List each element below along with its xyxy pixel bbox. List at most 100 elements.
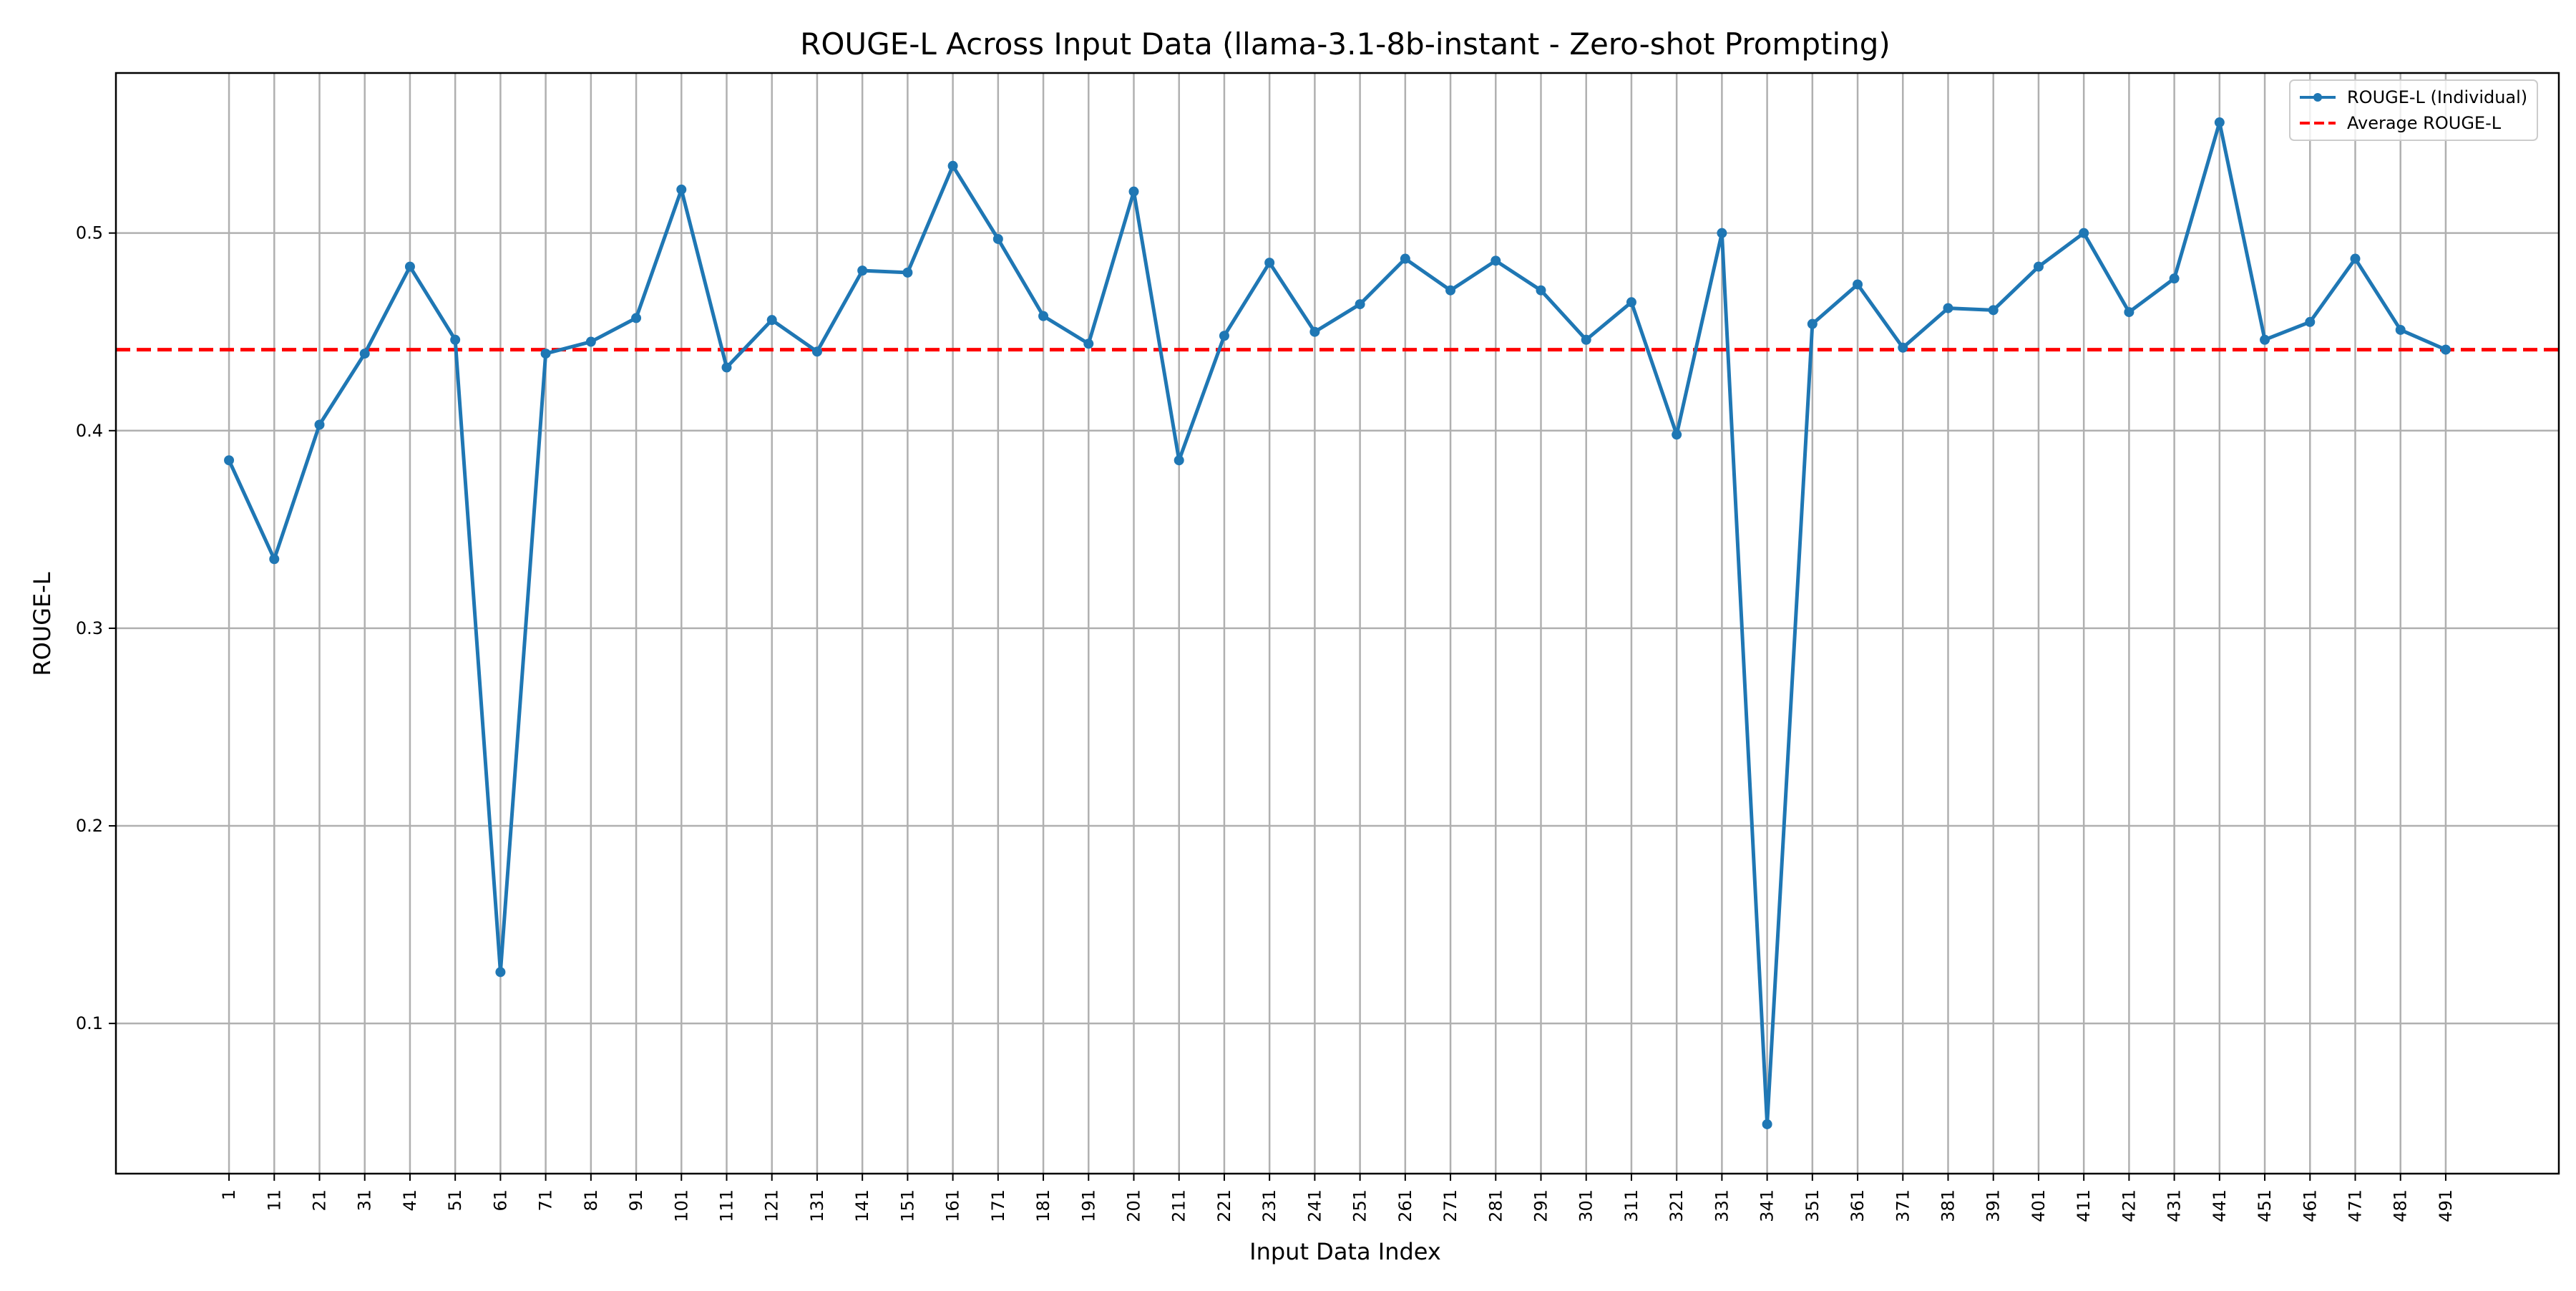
x-tick-label: 311: [1621, 1189, 1641, 1222]
data-point: [359, 349, 370, 359]
data-point: [2260, 334, 2270, 345]
x-tick-label: 141: [852, 1189, 872, 1222]
x-tick-label: 401: [2029, 1189, 2049, 1222]
data-point: [2124, 307, 2135, 318]
y-tick-label: 0.5: [76, 223, 103, 243]
x-tick-label: 231: [1259, 1189, 1279, 1222]
x-tick-label: 101: [671, 1189, 691, 1222]
y-tick-label: 0.1: [76, 1013, 103, 1033]
x-tick-label: 11: [264, 1189, 284, 1212]
x-tick-label: 331: [1712, 1189, 1732, 1222]
x-axis-label: Input Data Index: [1249, 1238, 1441, 1265]
data-point: [1445, 285, 1456, 296]
data-point: [1943, 303, 1953, 313]
x-tick-label: 351: [1802, 1189, 1823, 1222]
x-tick-label: 191: [1078, 1189, 1098, 1222]
legend-label-average: Average ROUGE-L: [2347, 113, 2502, 133]
rouge-l-individual-line: [227, 120, 2446, 1126]
x-tick-label: 361: [1848, 1189, 1868, 1222]
data-point: [224, 455, 235, 466]
data-point: [1988, 305, 1999, 316]
data-point: [676, 184, 687, 195]
data-point: [1626, 297, 1636, 308]
data-point: [540, 349, 551, 359]
data-point: [2305, 316, 2316, 327]
y-tick-label: 0.2: [76, 816, 103, 836]
x-tick-label: 71: [536, 1189, 556, 1212]
x-tick-label: 281: [1485, 1189, 1506, 1222]
x-tick-label: 291: [1531, 1189, 1551, 1222]
x-tick-label: 61: [490, 1189, 510, 1212]
data-point: [721, 362, 732, 373]
data-point: [857, 265, 868, 276]
data-point: [585, 336, 596, 347]
legend-label-individual: ROUGE-L (Individual): [2347, 87, 2527, 107]
data-point: [902, 267, 913, 278]
data-point: [631, 313, 642, 323]
legend: ROUGE-L (Individual) Average ROUGE-L: [2289, 79, 2538, 141]
data-point: [1038, 311, 1049, 321]
x-tick-label: 91: [626, 1189, 646, 1212]
data-point: [314, 419, 325, 430]
grid-lines: [116, 73, 2559, 1174]
x-tick-label: 441: [2210, 1189, 2230, 1222]
data-point: [269, 554, 280, 565]
data-point: [1128, 186, 1139, 197]
x-tick-label: 1: [219, 1189, 239, 1200]
data-point: [766, 315, 777, 326]
x-tick-label: 81: [581, 1189, 601, 1212]
series-layer: [224, 117, 2451, 1129]
x-tick-label: 321: [1667, 1189, 1687, 1222]
data-point: [404, 261, 415, 272]
legend-marker-individual: [2313, 93, 2322, 102]
x-tick-label: 391: [1984, 1189, 2004, 1222]
data-point: [2395, 324, 2406, 335]
data-point: [1400, 253, 1410, 264]
x-tick-label: 371: [1893, 1189, 1913, 1222]
data-point: [1309, 326, 1320, 337]
x-tick-label: 181: [1033, 1189, 1053, 1222]
x-tick-label: 161: [943, 1189, 963, 1222]
x-tick-label: 211: [1169, 1189, 1189, 1222]
y-tick-label: 0.3: [76, 618, 103, 638]
x-tick-label: 111: [717, 1189, 737, 1222]
data-point: [1717, 228, 1727, 238]
x-tick-label: 451: [2255, 1189, 2275, 1222]
data-point: [2350, 253, 2361, 264]
data-point: [1264, 258, 1275, 268]
x-tick-label: 221: [1214, 1189, 1234, 1222]
y-axis-label: ROUGE-L: [29, 572, 56, 676]
x-tick-label: 51: [445, 1189, 465, 1212]
data-point: [1898, 342, 1908, 353]
x-tick-label: 121: [762, 1189, 782, 1222]
data-point: [1174, 455, 1184, 466]
legend-box: [2289, 79, 2538, 141]
data-point: [2079, 228, 2089, 238]
data-point: [2169, 273, 2180, 284]
x-tick-label: 271: [1440, 1189, 1460, 1222]
x-tick-label: 481: [2391, 1189, 2411, 1222]
data-point: [2440, 344, 2451, 355]
x-tick-label: 411: [2074, 1189, 2094, 1222]
data-point: [450, 334, 461, 345]
x-tick-label: 171: [988, 1189, 1008, 1222]
x-tick-label: 341: [1757, 1189, 1777, 1222]
data-point: [1536, 285, 1546, 296]
plot-area-frame: [114, 72, 2560, 1175]
data-point: [1853, 279, 1863, 290]
x-tick-label: 491: [2436, 1189, 2456, 1222]
ticks-layer: 1 11 21 31 41 51 61 71 81 91 101 111 121 131 141 151 161…: [76, 223, 2456, 1222]
data-point: [2214, 117, 2225, 128]
data-point: [992, 233, 1003, 244]
data-point: [1355, 299, 1365, 310]
data-point: [1083, 338, 1094, 349]
data-point: [1672, 429, 1682, 440]
data-point: [2033, 261, 2044, 272]
data-point: [1762, 1119, 1772, 1129]
data-point: [1219, 331, 1229, 341]
data-point: [811, 346, 822, 357]
x-tick-label: 31: [355, 1189, 375, 1212]
x-tick-label: 471: [2346, 1189, 2366, 1222]
